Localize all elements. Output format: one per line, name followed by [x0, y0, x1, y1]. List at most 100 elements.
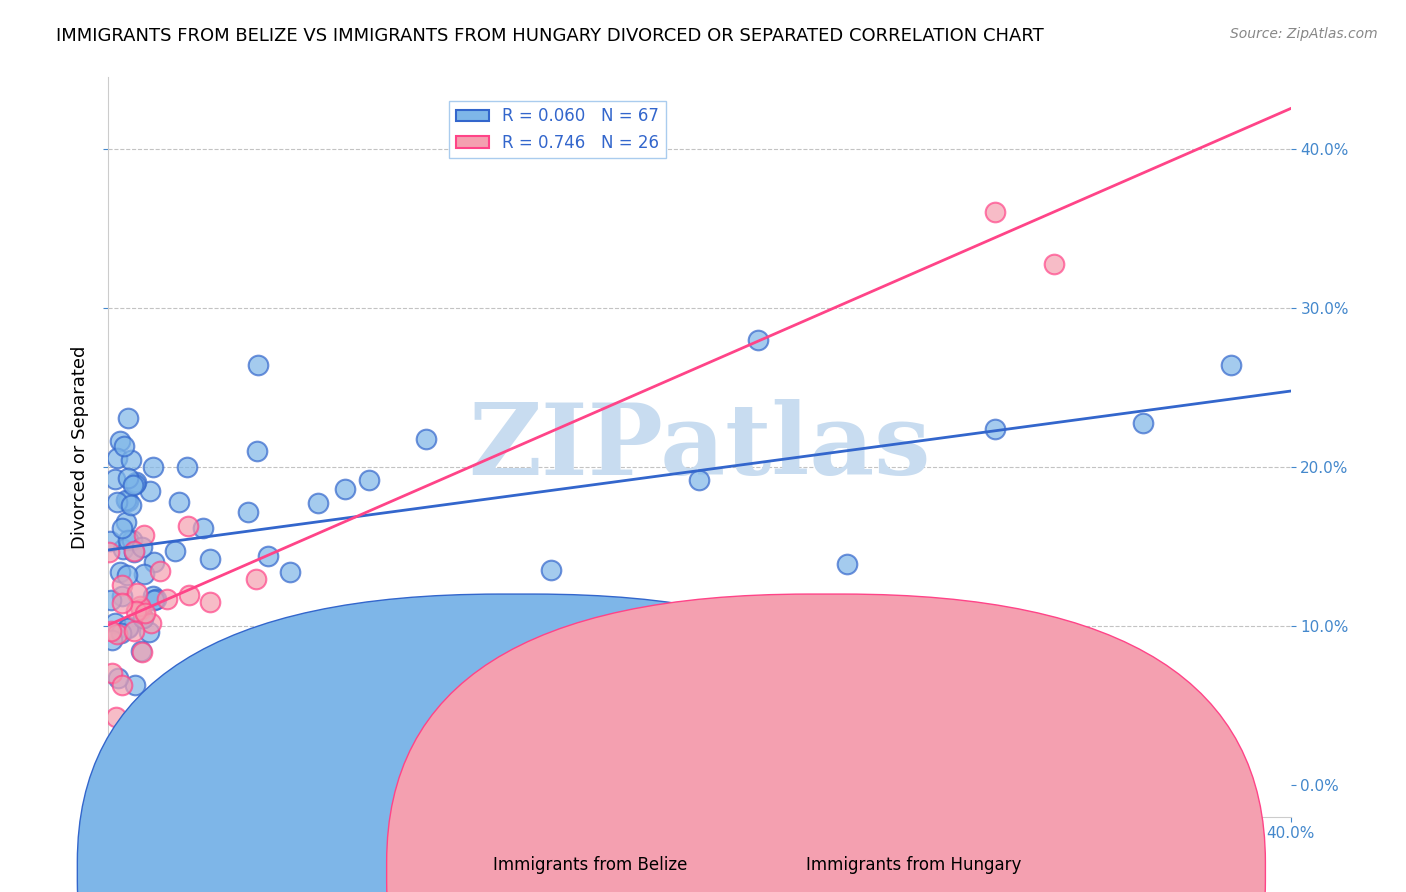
Point	[688, 473, 710, 487]
Point	[132, 610, 155, 624]
Point	[122, 544, 145, 558]
Point	[177, 519, 200, 533]
Text: IMMIGRANTS FROM BELIZE VS IMMIGRANTS FROM HUNGARY DIVORCED OR SEPARATED CORRELAT: IMMIGRANTS FROM BELIZE VS IMMIGRANTS FRO…	[56, 27, 1045, 45]
Point	[98, 545, 121, 559]
Point	[111, 678, 134, 692]
Text: Immigrants from Belize: Immigrants from Belize	[494, 856, 688, 874]
Point	[246, 444, 269, 458]
Point	[124, 476, 146, 491]
Point	[122, 544, 145, 558]
Point	[131, 540, 153, 554]
Text: ZIPatlas: ZIPatlas	[468, 399, 931, 496]
Point	[307, 496, 329, 510]
Point	[111, 541, 134, 556]
Point	[127, 586, 149, 600]
Point	[984, 205, 1007, 219]
Point	[169, 495, 191, 509]
Point	[401, 616, 423, 631]
Point	[1132, 416, 1154, 430]
Point	[149, 564, 172, 578]
Point	[105, 494, 128, 508]
Point	[110, 566, 132, 580]
Point	[165, 544, 187, 558]
Point	[138, 625, 160, 640]
Text: Source: ZipAtlas.com: Source: ZipAtlas.com	[1230, 27, 1378, 41]
Point	[747, 333, 769, 347]
Point	[115, 568, 138, 582]
Y-axis label: Divorced or Separated: Divorced or Separated	[72, 345, 89, 549]
Point	[100, 624, 122, 639]
Point	[129, 602, 152, 616]
Point	[837, 557, 859, 571]
Point	[316, 614, 339, 628]
Point	[115, 515, 138, 529]
Point	[540, 563, 562, 577]
Point	[131, 610, 153, 624]
Point	[98, 534, 121, 549]
Point	[101, 666, 124, 681]
Point	[120, 498, 142, 512]
Point	[117, 471, 139, 485]
Point	[257, 549, 280, 563]
Point	[139, 483, 162, 498]
Point	[108, 434, 131, 448]
Point	[104, 615, 127, 630]
Point	[101, 633, 124, 648]
Point	[142, 593, 165, 607]
Point	[191, 520, 214, 534]
Point	[110, 521, 132, 535]
Point	[122, 624, 145, 638]
Point	[105, 450, 128, 465]
Point	[238, 505, 260, 519]
Point	[132, 528, 155, 542]
Point	[1043, 257, 1066, 271]
Point	[131, 644, 153, 658]
Point	[111, 578, 134, 592]
Point	[142, 460, 165, 475]
Point	[134, 606, 156, 620]
Point	[105, 627, 128, 641]
Point	[335, 482, 357, 496]
Point	[143, 555, 166, 569]
Point	[129, 599, 152, 613]
Point	[156, 592, 179, 607]
Point	[107, 672, 129, 686]
Point	[121, 533, 143, 547]
Point	[117, 493, 139, 508]
Point	[176, 459, 198, 474]
Point	[145, 592, 167, 607]
Point	[247, 358, 270, 372]
Point	[141, 616, 163, 631]
Legend: R = 0.060   N = 67, R = 0.746   N = 26: R = 0.060 N = 67, R = 0.746 N = 26	[449, 101, 666, 158]
Point	[121, 477, 143, 491]
Point	[280, 565, 302, 579]
Point	[111, 589, 134, 603]
Point	[117, 620, 139, 634]
Point	[110, 625, 132, 640]
Point	[104, 710, 127, 724]
Text: Immigrants from Hungary: Immigrants from Hungary	[806, 856, 1022, 874]
Point	[114, 493, 136, 508]
Point	[100, 593, 122, 607]
Point	[984, 422, 1007, 436]
Point	[120, 453, 142, 467]
Point	[131, 645, 153, 659]
Point	[117, 621, 139, 635]
Point	[125, 604, 148, 618]
Point	[1220, 359, 1243, 373]
Point	[117, 411, 139, 425]
Point	[111, 596, 134, 610]
Point	[245, 572, 267, 586]
Point	[117, 533, 139, 547]
Point	[142, 589, 165, 603]
Point	[198, 595, 221, 609]
Point	[415, 432, 437, 446]
Point	[104, 472, 127, 486]
Point	[357, 474, 380, 488]
Point	[200, 552, 222, 566]
Point	[179, 588, 201, 602]
Point	[124, 678, 146, 692]
Point	[125, 475, 148, 489]
Point	[132, 567, 155, 582]
Point	[112, 439, 135, 453]
